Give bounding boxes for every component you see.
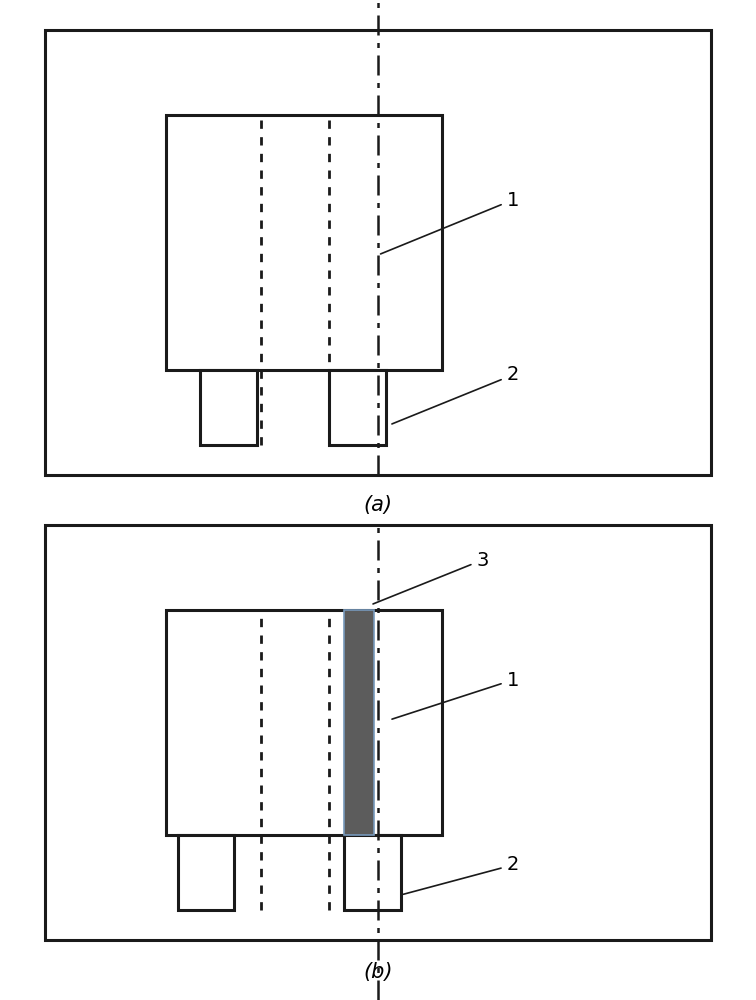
Text: 2: 2 — [404, 856, 519, 894]
Bar — [166, 610, 442, 835]
Text: (a): (a) — [364, 495, 392, 515]
Bar — [166, 115, 442, 370]
Text: 3: 3 — [373, 550, 488, 604]
Bar — [344, 835, 401, 910]
Bar — [45, 30, 711, 475]
Bar — [329, 370, 386, 445]
Text: 2: 2 — [392, 365, 519, 424]
Text: 1: 1 — [380, 190, 519, 254]
Text: 1: 1 — [392, 670, 519, 719]
Bar — [45, 525, 711, 940]
Text: (b): (b) — [363, 962, 393, 982]
Bar — [200, 370, 257, 445]
Bar — [344, 610, 374, 835]
Bar — [178, 835, 234, 910]
